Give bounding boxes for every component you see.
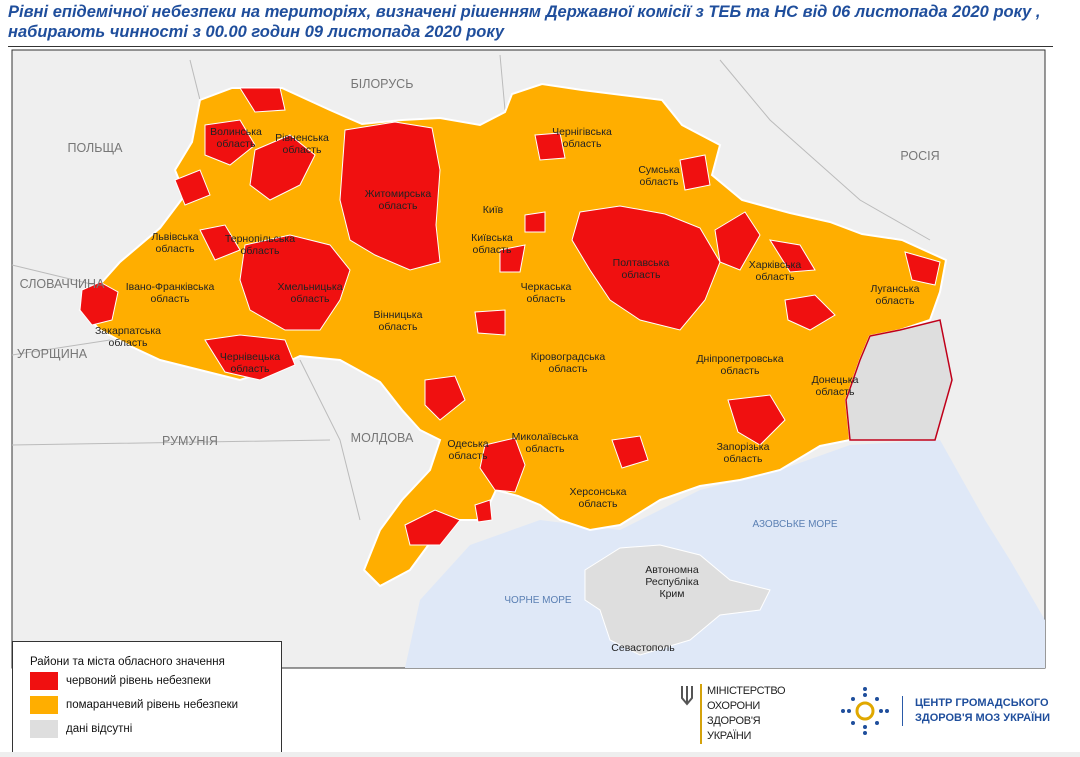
red-swatch: [30, 672, 58, 690]
divider: [8, 46, 1053, 47]
svg-text:АЗОВСЬКЕ МОРЕ: АЗОВСЬКЕ МОРЕ: [752, 519, 837, 530]
svg-text:МОЛДОВА: МОЛДОВА: [351, 431, 414, 445]
region-label: Миколаївська область: [512, 431, 579, 455]
public-health-center-logo: ЦЕНТР ГРОМАДСЬКОГО ЗДОРОВ'Я МОЗ УКРАЇНИ: [840, 686, 1050, 736]
region-label: Житомирська область: [365, 188, 432, 212]
occupied-donbas: [845, 319, 953, 441]
region-labels: Волинська область Рівненська область Житомир…: [95, 126, 920, 654]
sea: [405, 440, 1045, 668]
region-label: Донецька область: [812, 374, 859, 398]
region-label: Сумська область: [638, 164, 679, 188]
svg-text:РОСІЯ: РОСІЯ: [900, 149, 939, 163]
region-label: Запорізька область: [717, 441, 770, 465]
region-label: Чернігівська область: [552, 126, 612, 150]
region-label: Харківська область: [749, 259, 802, 283]
region-label: Вінницька область: [374, 309, 423, 333]
region-label: Тернопільська область: [225, 233, 295, 257]
gray-swatch: [30, 720, 58, 738]
neighbor-borders: [11, 54, 931, 521]
ministry-logo: МІНІСТЕРСТВО ОХОРОНИ ЗДОРОВ'Я УКРАЇНИ: [680, 684, 786, 744]
region-label: Полтавська область: [613, 257, 670, 281]
region-label: Луганська область: [871, 283, 920, 307]
svg-text:БІЛОРУСЬ: БІЛОРУСЬ: [351, 77, 414, 91]
svg-text:УГОРЩИНА: УГОРЩИНА: [17, 347, 88, 361]
region-label: Кіровоградська область: [531, 351, 606, 375]
region-label: Закарпатська область: [95, 325, 161, 349]
footer-bar: [0, 752, 1080, 757]
region-label: Черкаська область: [521, 281, 572, 305]
region-label: Хмельницька область: [277, 281, 342, 305]
svg-text:ПОЛЬЩА: ПОЛЬЩА: [67, 141, 123, 155]
phc-emblem-icon: [841, 687, 889, 735]
svg-text:ЧОРНЕ МОРЕ: ЧОРНЕ МОРЕ: [504, 595, 572, 606]
trident-icon: [681, 686, 693, 706]
region-label: Одеська область: [447, 438, 488, 462]
country-labels: БІЛОРУСЬ ПОЛЬЩА РОСІЯ СЛОВАЧЧИНА УГОРЩИН…: [17, 77, 940, 606]
legend: Райони та міста обласного значення черво…: [12, 641, 282, 753]
region-label: Автономна Республіка Крим: [645, 564, 699, 600]
svg-text:РУМУНІЯ: РУМУНІЯ: [162, 434, 218, 448]
region-label: Волинська область: [210, 126, 262, 150]
region-label: Львівська область: [151, 231, 198, 255]
region-label: Дніпропетровська область: [696, 353, 783, 377]
map-title: Рівні епідемічної небезпеки на територія…: [8, 3, 1041, 41]
legend-item-orange: помаранчевий рівень небезпеки: [30, 696, 238, 714]
region-label: Рівненська область: [275, 132, 329, 156]
region-label: Херсонська область: [569, 486, 626, 510]
crimea: [584, 544, 771, 656]
legend-item-red: червоний рівень небезпеки: [30, 672, 211, 690]
region-label: Чернівецька область: [220, 351, 280, 375]
region-label: Севастополь: [611, 642, 675, 654]
svg-text:СЛОВАЧЧИНА: СЛОВАЧЧИНА: [20, 277, 105, 291]
red-zones: [79, 87, 941, 546]
orange-swatch: [30, 696, 58, 714]
region-label: Київська область: [471, 232, 513, 256]
region-label: Київ: [483, 204, 504, 216]
legend-item-no-data: дані відсутні: [30, 720, 132, 738]
region-label: Івано-Франківська область: [126, 281, 215, 305]
